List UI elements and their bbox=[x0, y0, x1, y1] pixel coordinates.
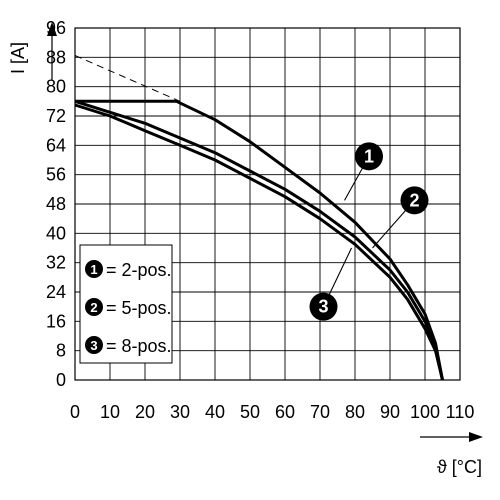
legend-entry-label: = 8-pos. bbox=[106, 336, 172, 356]
y-tick-label: 80 bbox=[46, 77, 66, 97]
y-tick-label: 64 bbox=[46, 135, 66, 155]
legend-marker-3 bbox=[85, 336, 103, 354]
x-tick-label: 30 bbox=[170, 402, 190, 422]
y-tick-label: 40 bbox=[46, 223, 66, 243]
x-tick-label: 10 bbox=[100, 402, 120, 422]
legend-marker-1 bbox=[85, 260, 103, 278]
series-marker-1 bbox=[355, 142, 383, 171]
legend-marker-label: 3 bbox=[90, 338, 97, 353]
x-tick-label: 100 bbox=[410, 402, 440, 422]
series-marker-label: 3 bbox=[318, 297, 328, 317]
reference-line-dashed bbox=[74, 55, 181, 102]
series-line-1 bbox=[75, 99, 444, 381]
y-tick-label: 88 bbox=[46, 47, 66, 67]
x-tick-label: 0 bbox=[70, 402, 80, 422]
x-tick-label: 50 bbox=[240, 402, 260, 422]
x-tick-label: 40 bbox=[205, 402, 225, 422]
series-marker-2 bbox=[400, 186, 429, 215]
legend-marker-label: 1 bbox=[90, 262, 97, 277]
y-tick-label: 8 bbox=[56, 341, 66, 361]
x-tick-label: 110 bbox=[446, 402, 475, 422]
x-axis-arrowhead bbox=[469, 432, 483, 442]
x-tick-label: 70 bbox=[310, 402, 330, 422]
x-tick-label: 80 bbox=[345, 402, 365, 422]
y-axis-arrowhead bbox=[47, 22, 57, 36]
series-marker-label: 1 bbox=[364, 146, 374, 166]
y-tick-label: 96 bbox=[46, 18, 66, 38]
legend-entry-label: = 5-pos. bbox=[106, 298, 172, 318]
series-line-2 bbox=[74, 99, 444, 381]
y-tick-label: 24 bbox=[46, 282, 66, 302]
y-tick-label: 0 bbox=[56, 370, 66, 390]
y-tick-label: 72 bbox=[46, 106, 66, 126]
legend-entry-label: = 2-pos. bbox=[106, 260, 172, 280]
y-tick-label: 16 bbox=[46, 311, 66, 331]
plot-frame bbox=[74, 27, 461, 381]
y-tick-label: 56 bbox=[46, 165, 66, 185]
x-tick-label: 90 bbox=[380, 402, 400, 422]
series-marker-3 bbox=[309, 292, 338, 321]
legend-marker-label: 2 bbox=[90, 300, 97, 315]
y-tick-label: 48 bbox=[46, 194, 66, 214]
series-marker-label: 2 bbox=[409, 190, 419, 210]
y-axis-title: I [A] bbox=[8, 42, 28, 74]
y-tick-label: 32 bbox=[46, 253, 66, 273]
x-axis-title: ϑ [°C] bbox=[437, 457, 482, 477]
legend-marker-2 bbox=[85, 298, 103, 316]
x-tick-label: 20 bbox=[135, 402, 155, 422]
series-line-3 bbox=[74, 103, 444, 381]
x-tick-label: 60 bbox=[275, 402, 295, 422]
